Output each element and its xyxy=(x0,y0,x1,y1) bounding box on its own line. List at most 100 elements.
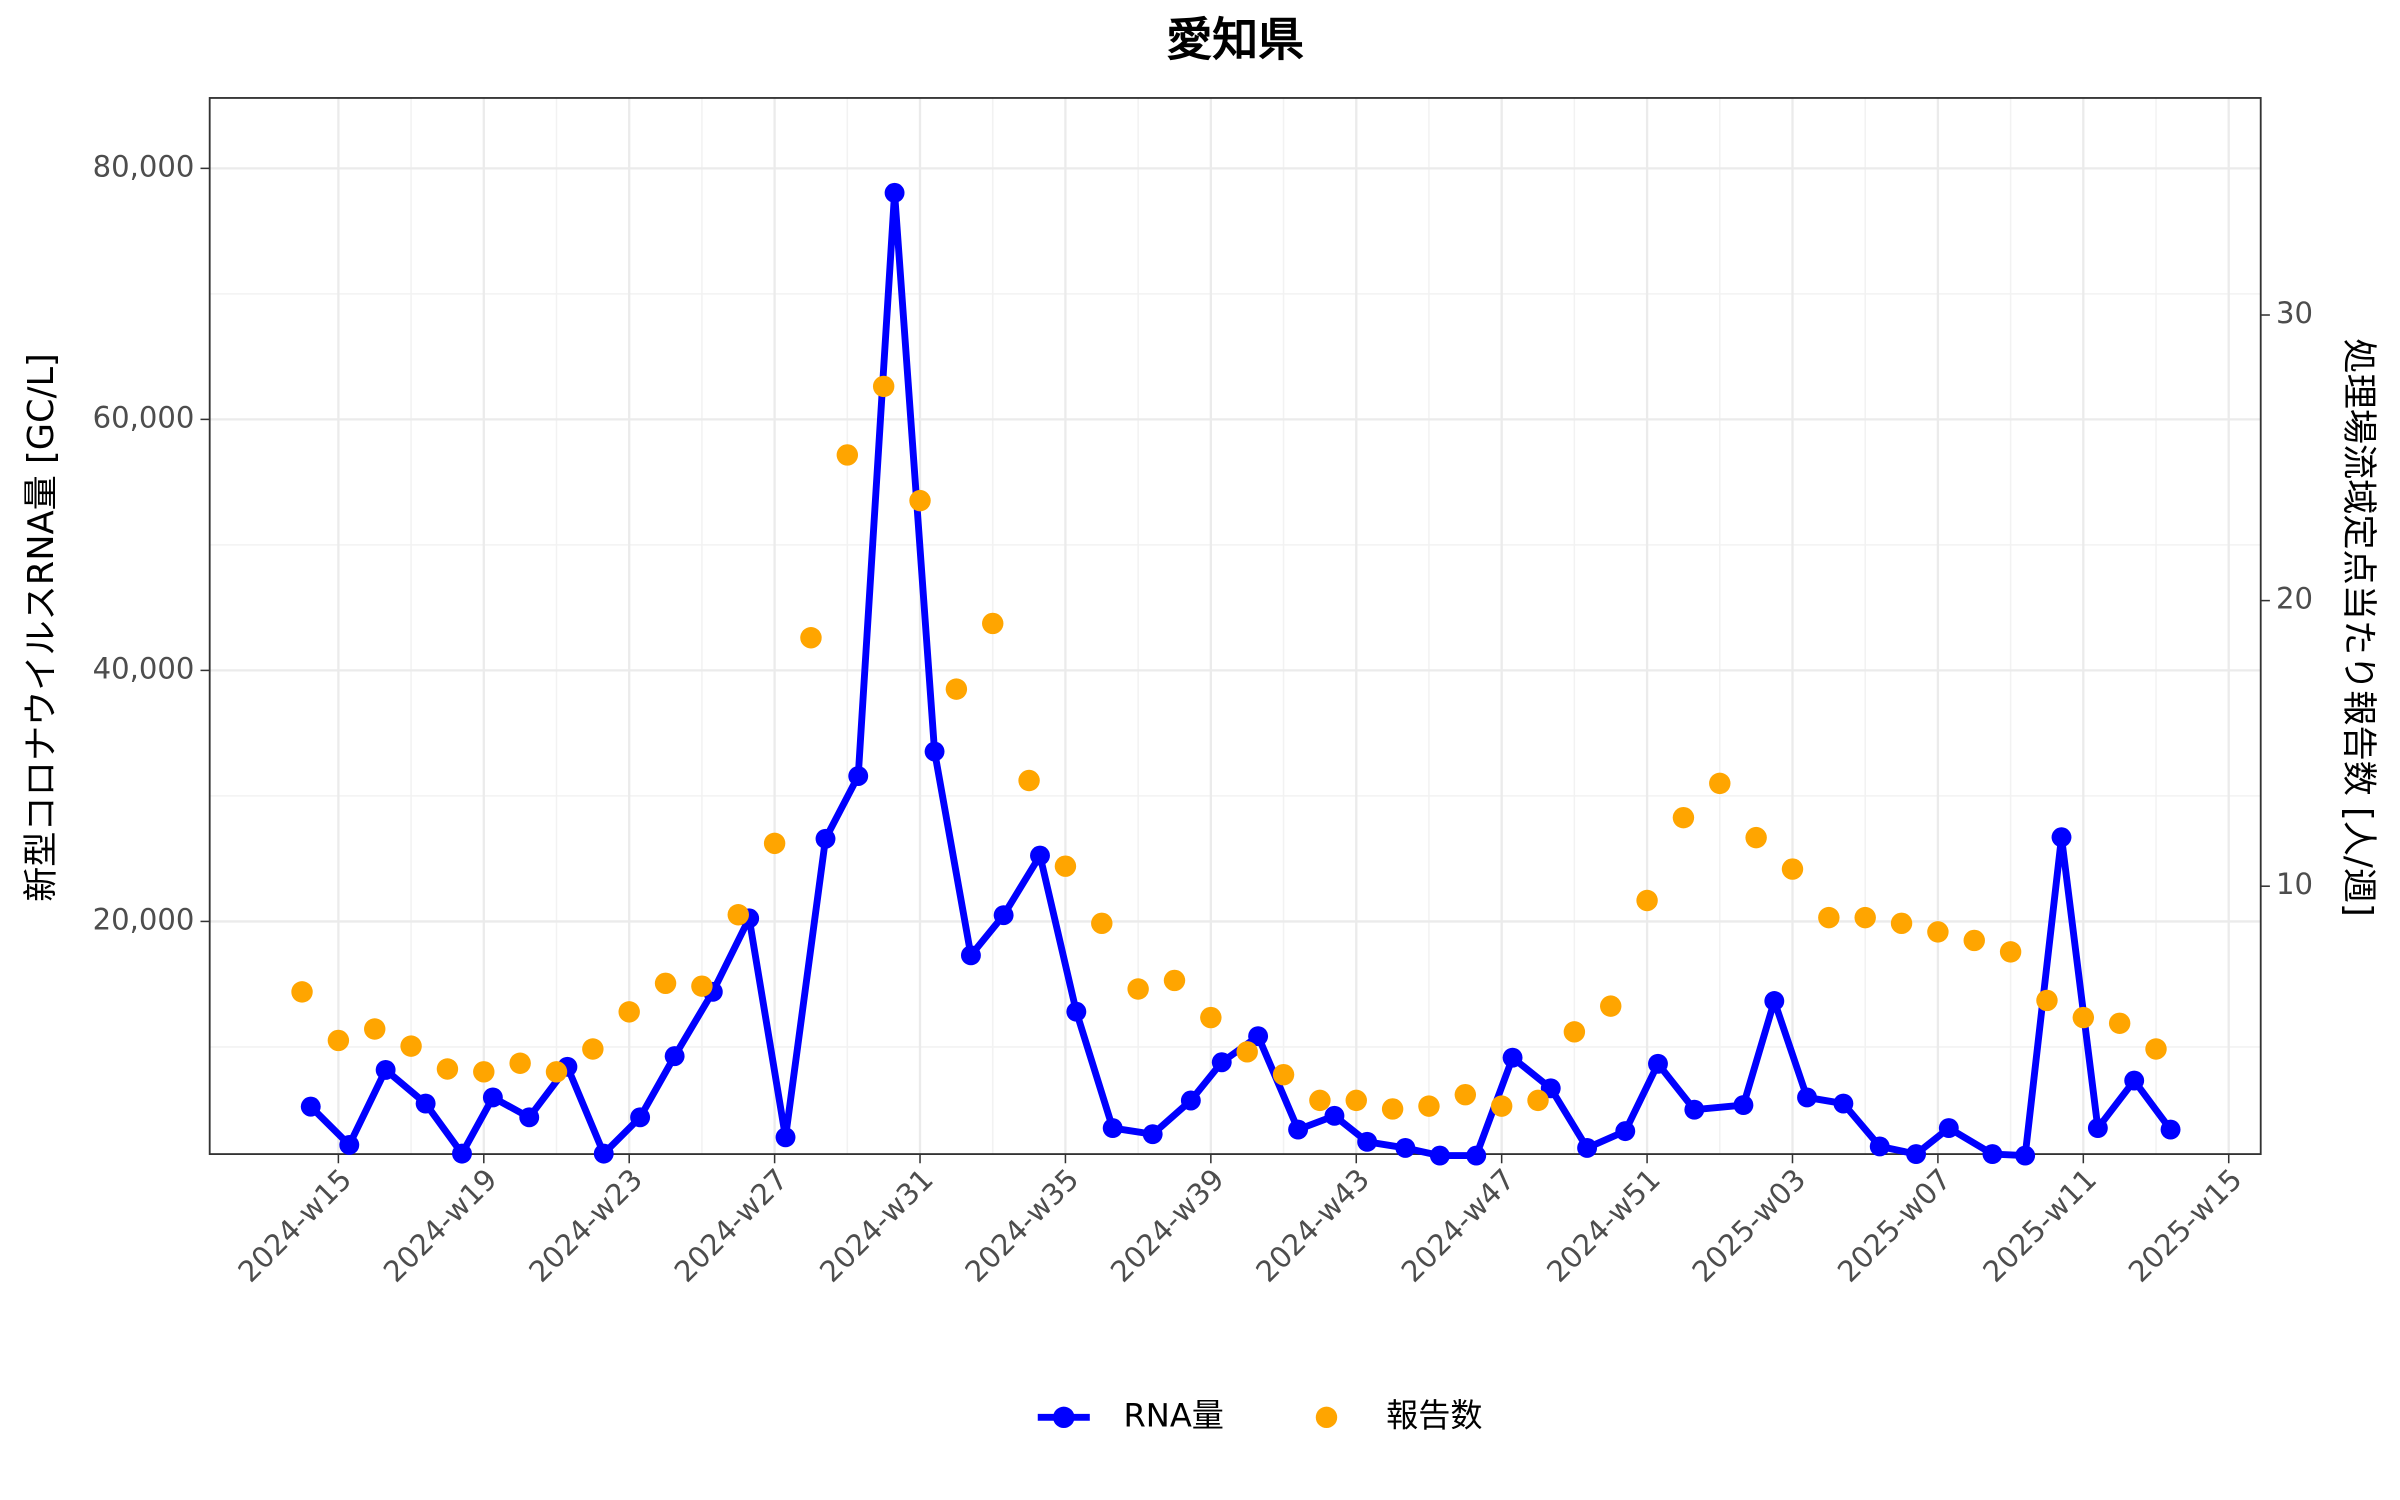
legend-label: 報告数 xyxy=(1386,1396,1482,1434)
data-point xyxy=(836,444,859,466)
data-point xyxy=(1833,1093,1854,1114)
data-point xyxy=(1854,906,1876,929)
data-point xyxy=(1288,1119,1309,1140)
y2-tick-label: 10 xyxy=(2276,867,2313,901)
data-point xyxy=(2072,1006,2095,1029)
y-tick-label: 60,000 xyxy=(93,400,195,434)
data-point xyxy=(815,828,836,849)
data-point xyxy=(1142,1124,1163,1145)
data-point xyxy=(1180,1090,1201,1111)
data-point xyxy=(2051,827,2072,848)
data-point xyxy=(1395,1138,1416,1158)
data-point xyxy=(375,1059,396,1080)
data-point xyxy=(452,1143,472,1164)
y-tick-label: 40,000 xyxy=(93,651,195,685)
data-point xyxy=(618,1001,640,1023)
data-point xyxy=(2160,1119,2181,1140)
data-point xyxy=(1890,912,1913,935)
data-point xyxy=(436,1058,459,1080)
data-point xyxy=(664,1046,685,1067)
data-point xyxy=(1127,978,1149,1000)
data-point xyxy=(300,1096,321,1117)
data-point xyxy=(1066,1001,1087,1022)
data-point xyxy=(509,1052,531,1074)
data-point xyxy=(2087,1118,2108,1138)
data-point xyxy=(1454,1083,1477,1106)
data-point xyxy=(884,182,905,203)
data-point xyxy=(775,1127,796,1148)
data-point xyxy=(1636,889,1658,912)
data-point xyxy=(327,1029,350,1052)
data-point xyxy=(1764,991,1785,1011)
data-point xyxy=(2108,1012,2131,1034)
data-point xyxy=(1684,1099,1705,1120)
data-point xyxy=(848,766,869,786)
data-point xyxy=(1490,1095,1513,1117)
data-point xyxy=(691,975,713,997)
data-point xyxy=(1091,912,1113,935)
data-point xyxy=(872,375,895,398)
data-point xyxy=(519,1107,540,1128)
data-point xyxy=(291,981,313,1003)
data-point xyxy=(960,945,981,966)
data-point xyxy=(1200,1006,1222,1029)
data-point xyxy=(1797,1087,1817,1108)
data-point xyxy=(482,1087,503,1108)
data-point xyxy=(400,1035,422,1057)
data-point xyxy=(2124,1070,2145,1091)
data-point xyxy=(593,1143,614,1164)
y-axis-title: 新型コロナウイルスRNA量 [GC/L] xyxy=(21,353,62,902)
data-point xyxy=(1502,1047,1523,1068)
data-point xyxy=(1236,1041,1258,1063)
legend-label: RNA量 xyxy=(1123,1396,1223,1434)
y2-axis-title: 処理場流域定点当たり報告数 [人/週] xyxy=(2338,338,2379,916)
data-point xyxy=(1248,1026,1269,1047)
data-point xyxy=(924,741,945,762)
legend-marker xyxy=(1315,1406,1338,1429)
data-point xyxy=(1982,1144,2003,1165)
data-point xyxy=(1781,858,1804,880)
data-point xyxy=(1324,1105,1345,1126)
data-point xyxy=(1102,1118,1123,1138)
data-point xyxy=(1999,941,2022,963)
data-point xyxy=(1745,826,1767,849)
data-point xyxy=(1030,845,1050,866)
y-tick-label: 80,000 xyxy=(93,149,195,183)
data-point xyxy=(1869,1136,1890,1157)
data-point xyxy=(654,972,677,995)
data-point xyxy=(1818,906,1840,929)
data-point xyxy=(1018,769,1040,792)
data-point xyxy=(993,905,1014,926)
data-point xyxy=(1648,1053,1668,1074)
data-point xyxy=(473,1061,495,1083)
data-point xyxy=(945,678,968,700)
data-point xyxy=(545,1061,568,1083)
y2-tick-label: 30 xyxy=(2276,296,2313,330)
data-point xyxy=(1309,1089,1331,1112)
data-point xyxy=(582,1038,604,1060)
data-point xyxy=(1906,1144,1927,1165)
data-point xyxy=(1466,1145,1487,1166)
data-point xyxy=(763,832,786,855)
data-point xyxy=(909,489,931,512)
data-point xyxy=(1381,1098,1404,1120)
data-point xyxy=(630,1107,651,1128)
y-tick-label: 20,000 xyxy=(93,902,195,936)
data-point xyxy=(1563,1021,1586,1043)
data-point xyxy=(339,1134,360,1155)
data-point xyxy=(1709,772,1731,795)
data-point xyxy=(2036,989,2058,1012)
legend-marker xyxy=(1053,1406,1075,1429)
plot-border xyxy=(208,97,2262,1155)
data-point xyxy=(1600,995,1622,1017)
data-point xyxy=(2015,1145,2036,1166)
data-point xyxy=(982,612,1004,635)
data-point xyxy=(800,627,822,649)
data-point xyxy=(727,904,749,926)
data-point xyxy=(1272,1063,1295,1086)
data-point xyxy=(1672,806,1695,829)
data-point xyxy=(1938,1118,1959,1138)
